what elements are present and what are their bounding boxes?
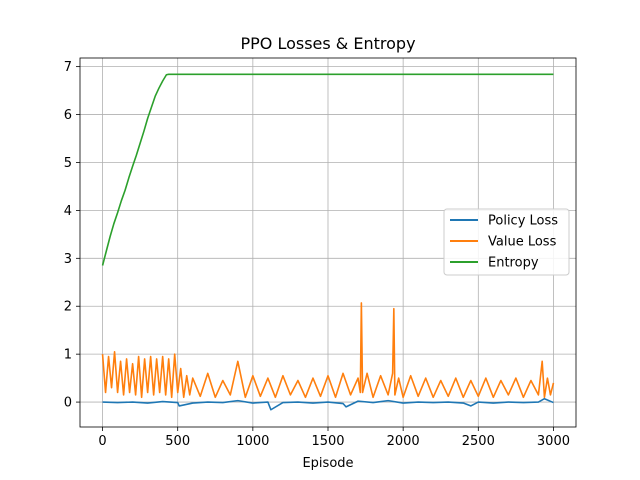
x-tick-label: 2500 [462, 434, 495, 449]
legend-box [443, 208, 570, 276]
legend-label-value-loss: Value Loss [488, 235, 557, 250]
y-tick-label: 0 [64, 396, 72, 411]
series-line-entropy [101, 73, 554, 266]
y-tick-label: 1 [64, 348, 72, 363]
y-tick-label: 2 [64, 300, 72, 315]
y-tick-label: 5 [64, 156, 72, 171]
series-line-value-loss [101, 302, 555, 399]
legend: Policy Loss Value Loss Entropy [443, 208, 570, 276]
x-tick-label: 1500 [311, 434, 344, 449]
y-tick-label: 4 [64, 204, 72, 219]
y-tick-label: 6 [64, 108, 72, 123]
x-tick-label: 0 [98, 434, 106, 449]
chart-title: PPO Losses & Entropy [240, 34, 415, 53]
x-tick-label: 3000 [537, 434, 570, 449]
series-line-policy-loss [102, 397, 554, 411]
y-tick-label: 7 [64, 60, 72, 75]
x-tick-label: 2000 [387, 434, 420, 449]
x-axis-label: Episode [302, 456, 353, 471]
x-tick-label: 1000 [236, 434, 269, 449]
x-tick-label: 500 [165, 434, 190, 449]
legend-label-entropy: Entropy [488, 256, 539, 271]
legend-label-policy-loss: Policy Loss [488, 214, 558, 229]
y-tick-label: 3 [64, 252, 72, 267]
tick-layer: 0 500 1000 1500 2000 2500 3000 0 1 2 3 4 5 6 7 [64, 60, 570, 449]
series-layer [101, 73, 555, 411]
